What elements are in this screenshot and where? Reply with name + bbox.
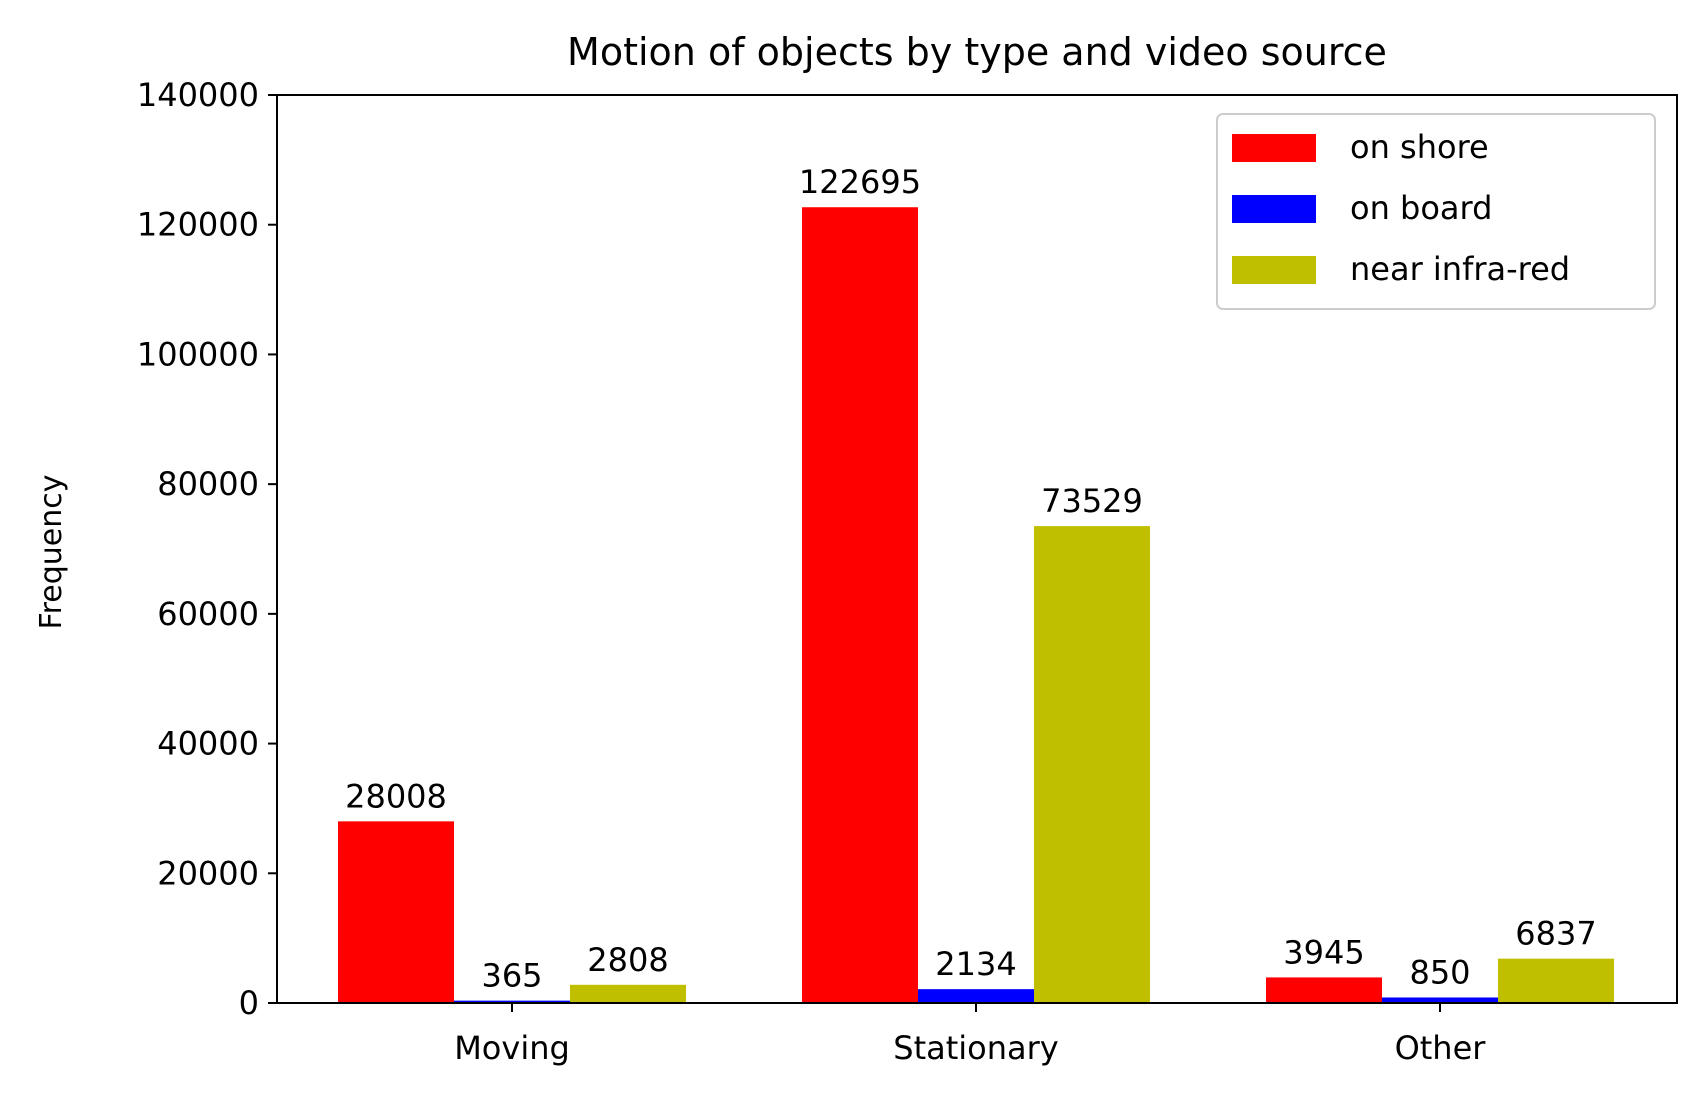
bar-stationary-near-infra-red [1034, 526, 1150, 1003]
chart-title: Motion of objects by type and video sour… [567, 30, 1387, 74]
y-tick-label-60000: 60000 [157, 595, 259, 633]
legend-label-on-shore: on shore [1350, 128, 1489, 166]
data-label-moving-on-shore: 28008 [345, 777, 447, 815]
legend-label-near-infra-red: near infra-red [1350, 250, 1570, 288]
data-labels-group: 28008 365 2808 122695 2134 73529 3945 850 6837 [345, 163, 1597, 994]
x-tick-label-stationary: Stationary [893, 1029, 1058, 1067]
data-label-moving-on-board: 365 [481, 957, 542, 995]
legend-label-on-board: on board [1350, 189, 1492, 227]
bar-stationary-on-shore [802, 207, 918, 1003]
data-label-moving-near-infra-red: 2808 [587, 941, 668, 979]
legend-swatch-near-infra-red [1232, 256, 1316, 284]
bar-other-on-shore [1266, 977, 1382, 1003]
legend-box [1216, 113, 1656, 310]
bar-moving-on-shore [338, 821, 454, 1003]
plot-area-frame [276, 94, 1678, 1004]
y-axis-ticks: 0 20000 40000 60000 80000 100000 120000 140000 [137, 76, 277, 1022]
y-tick-label-20000: 20000 [157, 854, 259, 892]
y-tick-label-120000: 120000 [137, 206, 259, 244]
data-label-stationary-on-shore: 122695 [799, 163, 921, 201]
legend-swatch-on-shore [1232, 134, 1316, 162]
data-label-other-on-board: 850 [1409, 953, 1470, 991]
legend-swatch-on-board [1232, 195, 1316, 223]
legend: on shore on board near infra-red [1216, 113, 1656, 310]
bar-stationary-on-board [918, 989, 1034, 1003]
data-label-stationary-on-board: 2134 [935, 945, 1016, 983]
x-axis-ticks: Moving Stationary Other [454, 1003, 1486, 1067]
y-axis-label: Frequency [34, 475, 69, 630]
bars-group [338, 207, 1614, 1003]
y-tick-label-80000: 80000 [157, 465, 259, 503]
y-tick-label-40000: 40000 [157, 725, 259, 763]
bar-moving-near-infra-red [570, 984, 686, 1003]
x-tick-label-other: Other [1395, 1029, 1487, 1067]
bar-other-near-infra-red [1498, 958, 1614, 1003]
y-tick-label-140000: 140000 [137, 76, 259, 114]
data-label-stationary-near-infra-red: 73529 [1041, 482, 1143, 520]
bar-other-on-board [1382, 997, 1498, 1003]
y-tick-label-0: 0 [239, 984, 259, 1022]
x-tick-label-moving: Moving [454, 1029, 570, 1067]
bar-moving-on-board [454, 1000, 570, 1003]
data-label-other-on-shore: 3945 [1283, 933, 1364, 971]
data-label-other-near-infra-red: 6837 [1515, 915, 1596, 953]
y-tick-label-100000: 100000 [137, 335, 259, 373]
